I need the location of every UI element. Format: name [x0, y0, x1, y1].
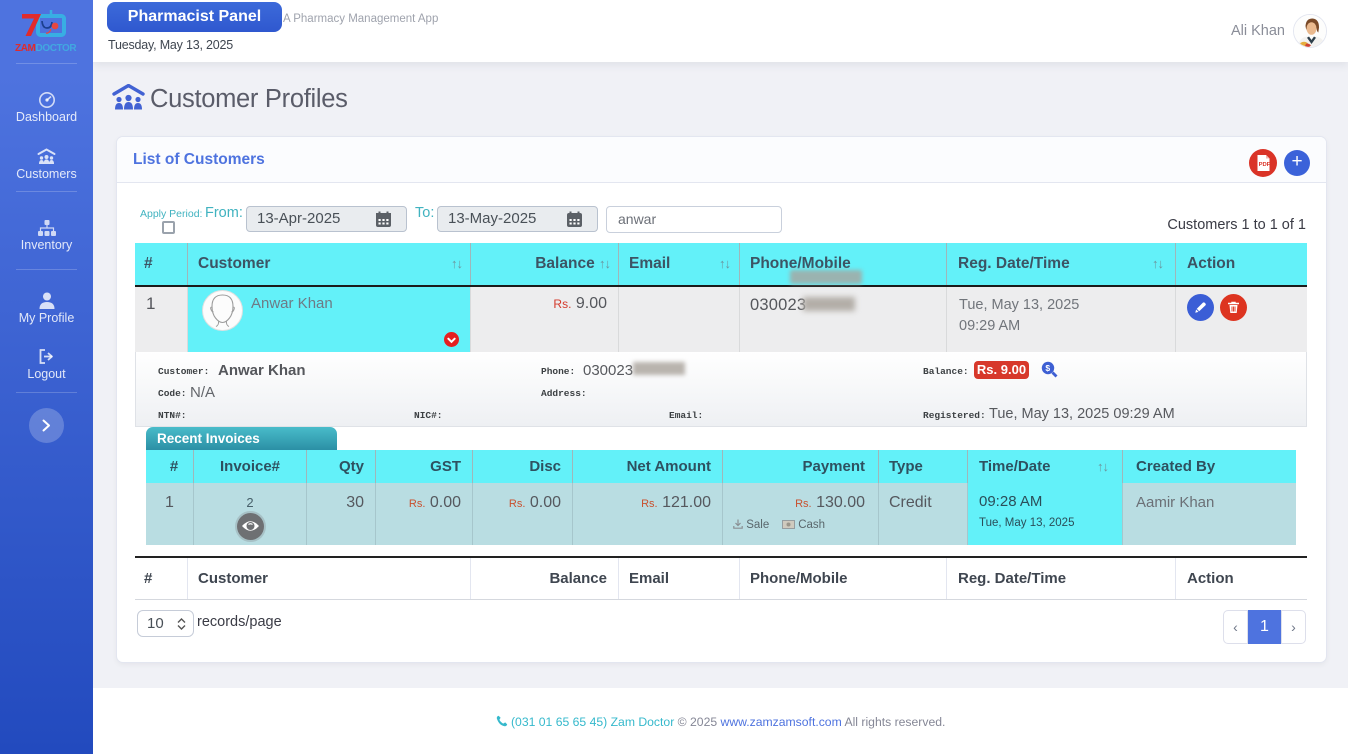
svg-text:$: $: [1045, 363, 1050, 373]
svg-text:ZAM: ZAM: [15, 43, 36, 54]
svg-text:PDF: PDF: [1259, 162, 1271, 168]
svg-text:DOCTOR: DOCTOR: [36, 43, 78, 54]
